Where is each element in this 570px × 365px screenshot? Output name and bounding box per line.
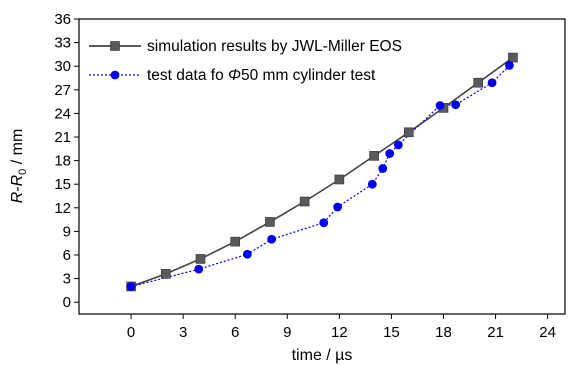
data-point-test [242,249,252,259]
series-layer [126,52,518,292]
data-point-test [505,61,514,70]
x-tick-label: 3 [179,324,187,341]
x-tick-label: 9 [283,324,291,341]
x-tick-label: 24 [539,324,556,341]
data-point-test [393,140,403,150]
y-tick-label: 30 [54,58,71,75]
data-point-simulation [160,269,171,279]
data-point-test [385,149,395,158]
legend-entry-test: test data fo Φ50 mm cylinder test [89,67,376,84]
plot-frame [78,18,566,315]
data-point-test [319,218,329,228]
y-tick-label: 0 [63,294,71,311]
legend-marker-simulation [110,41,120,51]
y-tick-label: 24 [54,105,71,122]
series-line-simulation [130,56,514,288]
data-point-test [367,179,377,189]
y-tick-label: 27 [54,82,71,99]
y-tick-label: 36 [54,11,71,28]
data-point-simulation [369,151,379,161]
data-point-simulation [334,174,345,185]
data-point-test [194,264,204,274]
legend-entry-simulation: simulation results by JWL-Miller EOS [89,38,402,55]
y-tick-label: 9 [63,223,71,240]
y-axis-title: R-R0 / mm [9,129,29,204]
data-point-test [378,164,388,173]
data-point-test [435,101,445,110]
data-point-test [451,100,461,110]
data-point-simulation [299,196,310,207]
data-point-test [126,282,136,291]
x-tick-label: 0 [127,324,135,341]
y-tick-label: 21 [54,129,71,146]
y-tick-label: 15 [54,176,71,193]
data-point-simulation [403,127,414,138]
data-point-test [333,202,343,212]
data-point-test [267,234,277,244]
y-tick-label: 3 [63,271,71,288]
legend: simulation results by JWL-Miller EOS tes… [89,38,402,84]
x-tick-label: 6 [231,324,239,341]
legend-label-simulation: simulation results by JWL-Miller EOS [147,38,402,55]
x-axis-title: time / µs [292,347,353,364]
data-point-simulation [473,77,484,88]
y-tick-label: 12 [54,200,71,217]
data-point-test [487,78,497,88]
data-point-simulation [265,217,275,227]
data-point-simulation [230,236,241,247]
x-tick-label: 18 [435,324,452,341]
x-tick-label: 12 [331,324,348,341]
y-tick-label: 6 [63,247,71,264]
series-line-test [130,64,510,288]
legend-marker-test [110,70,120,80]
x-tick-label: 21 [487,324,504,341]
x-tick-label: 15 [383,324,400,341]
legend-label-test: test data fo Φ50 mm cylinder test [147,67,376,84]
data-point-simulation [508,52,518,63]
y-tick-label: 18 [54,153,71,170]
y-tick-label: 33 [54,35,71,52]
data-point-simulation [195,254,206,264]
